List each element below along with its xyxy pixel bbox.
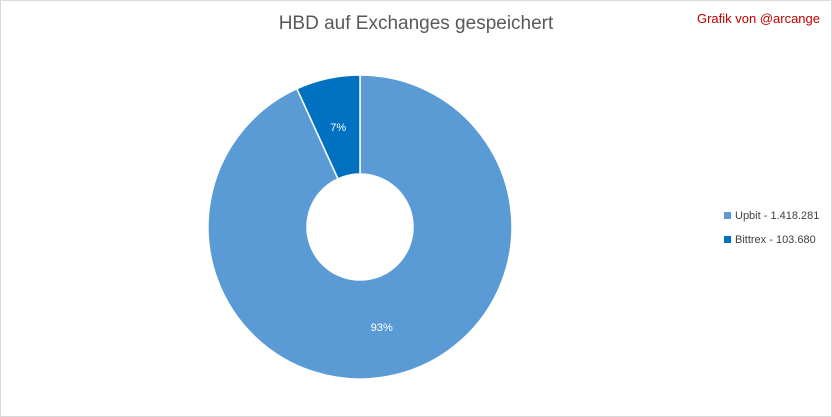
slice-label-upbit: 93% xyxy=(371,322,393,334)
legend-swatch xyxy=(724,212,731,219)
donut-slices xyxy=(207,74,513,380)
slice-upbit xyxy=(207,74,513,380)
legend: Upbit - 1.418.281 Bittrex - 103.680 xyxy=(724,208,819,256)
legend-label: Bittrex - 103.680 xyxy=(735,233,816,246)
legend-label: Upbit - 1.418.281 xyxy=(735,209,820,222)
slice-labels: 93% 7% xyxy=(330,122,393,334)
legend-item-bittrex: Bittrex - 103.680 xyxy=(724,232,819,247)
slice-bittrex xyxy=(295,74,361,180)
legend-swatch xyxy=(724,236,731,243)
legend-item-upbit: Upbit - 1.418.281 xyxy=(724,208,819,223)
chart-title: HBD auf Exchanges gespeichert xyxy=(278,13,554,34)
credit-text: Grafik von @arcange xyxy=(696,11,820,26)
slice-label-bittrex: 7% xyxy=(330,122,346,134)
